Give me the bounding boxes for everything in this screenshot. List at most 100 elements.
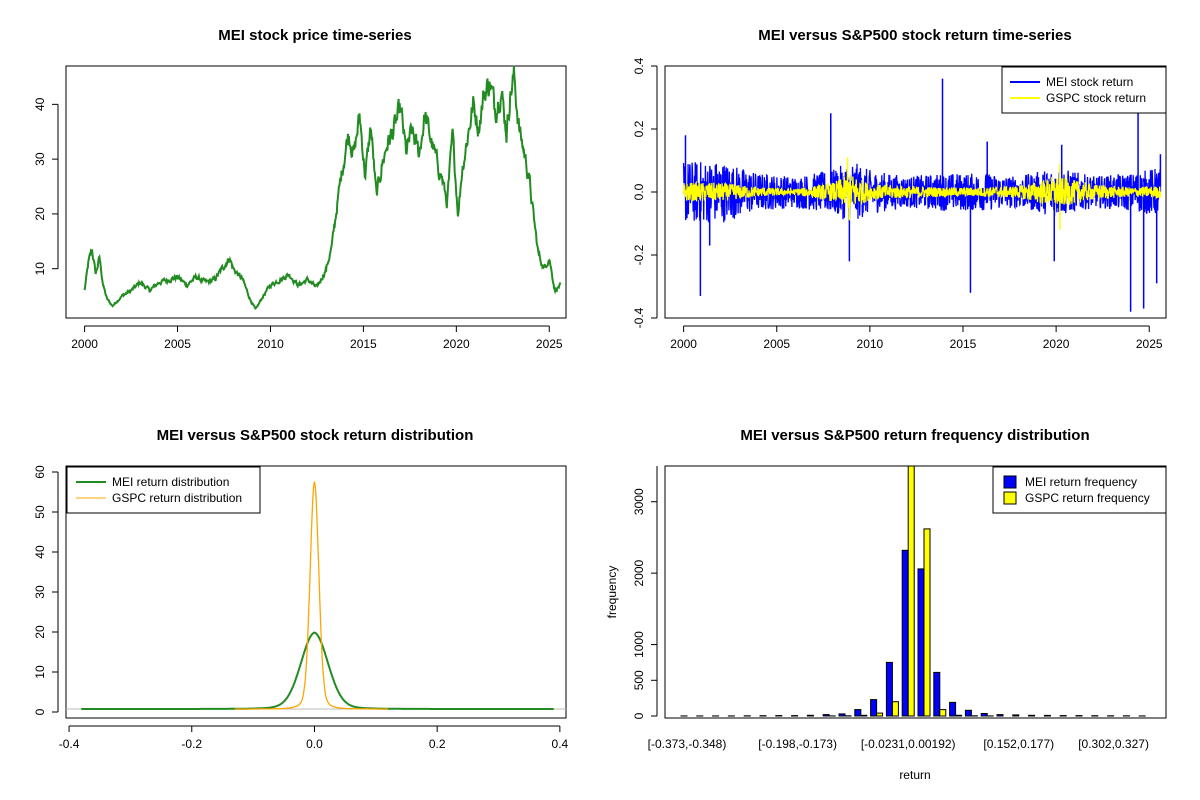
distribution-y-tick-label: 10 [33, 665, 47, 679]
price-x-tick-label: 2020 [443, 337, 470, 351]
frequency-y-tick-label: 2000 [632, 559, 646, 586]
distribution-series [66, 481, 566, 710]
mei-freq-bar [854, 709, 862, 717]
mei-freq-bar [1028, 714, 1036, 717]
gspc-freq-bar [923, 528, 931, 717]
returns-series [682, 78, 1162, 312]
legend-mei-freq-label: MEI return frequency [1025, 475, 1137, 489]
frequency-x-tick-label: [0.152,0.177) [983, 737, 1054, 751]
frequency-legend: MEI return frequency GSPC return frequen… [992, 466, 1167, 514]
frequency-x-tick-label: [0.302,0.327) [1078, 737, 1149, 751]
mei-freq-bar [933, 671, 941, 717]
price-x-axis: 2000 2005 2010 2015 2020 2025 [71, 325, 563, 351]
price-series [83, 65, 562, 310]
legend-gspc-freq-label: GSPC return frequency [1025, 491, 1150, 505]
distribution-y-tick-label: 0 [33, 708, 47, 715]
price-plot-box [65, 65, 567, 319]
mei-freq-bar [822, 714, 830, 717]
returns-y-tick-label: 0.4 [632, 57, 646, 74]
price-y-tick-label: 10 [33, 262, 47, 276]
frequency-plot-box [664, 465, 1167, 719]
frequency-x-axis: [-0.373,-0.348) [-0.198,-0.173) [-0.0231,0… [648, 737, 1149, 751]
gspc-freq-bar [939, 709, 947, 717]
returns-title: MEI versus S&P500 stock return time-seri… [758, 27, 1071, 44]
gspc-freq-bar [955, 714, 963, 717]
price-y-tick-label: 30 [33, 152, 47, 166]
distribution-legend: MEI return distribution GSPC return dist… [66, 466, 261, 514]
returns-x-tick-label: 2005 [763, 337, 790, 351]
distribution-y-tick-label: 60 [33, 465, 47, 479]
returns-y-axis: -0.4 -0.2 0.0 0.2 0.4 [632, 57, 658, 328]
panel-returns: MEI versus S&P500 stock return time-seri… [632, 27, 1167, 351]
distribution-title: MEI versus S&P500 stock return distribut… [157, 427, 474, 444]
frequency-bars [680, 465, 1146, 717]
gspc-density-line [234, 481, 389, 710]
returns-x-tick-label: 2020 [1043, 337, 1070, 351]
frequency-y-tick-label: 500 [632, 670, 646, 690]
price-y-tick-label: 40 [33, 97, 47, 111]
mei-density-line [81, 631, 554, 710]
gspc-freq-bar [876, 712, 884, 717]
frequency-x-label: return [899, 768, 930, 782]
distribution-y-tick-label: 30 [33, 585, 47, 599]
returns-x-tick-label: 2010 [857, 337, 884, 351]
legend-mei-return-label: MEI stock return [1046, 75, 1133, 89]
frequency-title: MEI versus S&P500 return frequency distr… [740, 427, 1089, 444]
returns-x-tick-label: 2025 [1136, 337, 1163, 351]
gspc-freq-bar [907, 465, 915, 717]
returns-y-tick-label: 0.2 [632, 120, 646, 137]
price-x-tick-label: 2010 [257, 337, 284, 351]
mei-freq-bar [980, 713, 988, 717]
frequency-y-tick-label: 1000 [632, 631, 646, 658]
distribution-x-tick-label: -0.4 [59, 737, 80, 751]
returns-y-tick-label: -0.4 [632, 307, 646, 328]
returns-y-tick-label: 0.0 [632, 183, 646, 200]
returns-legend-box [1001, 66, 1167, 114]
gspc-freq-bar [891, 701, 899, 717]
frequency-legend-box [992, 466, 1167, 514]
returns-plot-box [664, 65, 1167, 319]
mei-freq-bar [870, 699, 878, 717]
mei-freq-bar [901, 549, 909, 717]
returns-y-tick-label: -0.2 [632, 244, 646, 265]
price-y-tick-label: 20 [33, 207, 47, 221]
legend-mei-freq-swatch [1003, 475, 1017, 489]
frequency-y-tick-label: 3000 [632, 488, 646, 515]
legend-gspc-dist-label: GSPC return distribution [112, 491, 242, 505]
frequency-x-tick-label: [-0.0231,0.00192) [861, 737, 956, 751]
returns-x-axis: 2000 2005 2010 2015 2020 2025 [670, 325, 1163, 351]
frequency-x-tick-label: [-0.198,-0.173) [758, 737, 837, 751]
mei-freq-bar [917, 568, 925, 717]
distribution-legend-box [66, 466, 261, 514]
mei-freq-bar [838, 713, 846, 717]
distribution-y-tick-label: 40 [33, 545, 47, 559]
frequency-y-tick-label: 0 [632, 712, 646, 719]
panel-price: MEI stock price time-series 2000 2005 2010… [33, 27, 567, 351]
panel-distribution: MEI versus S&P500 stock return distribut… [33, 427, 569, 751]
distribution-y-tick-label: 50 [33, 505, 47, 519]
returns-legend: MEI stock return GSPC stock return [1001, 66, 1167, 114]
frequency-y-label: frequency [605, 566, 619, 619]
mei-freq-bar [806, 714, 814, 717]
price-x-tick-label: 2000 [71, 337, 98, 351]
returns-x-tick-label: 2015 [950, 337, 977, 351]
mei-freq-bar [996, 714, 1004, 717]
price-line [83, 65, 562, 310]
frequency-x-tick-label: [-0.373,-0.348) [648, 737, 727, 751]
panel-frequency: MEI versus S&P500 return frequency distr… [605, 427, 1167, 782]
price-x-tick-label: 2015 [350, 337, 377, 351]
frequency-y-axis: 0 500 1000 2000 3000 [632, 466, 658, 719]
gspc-freq-bar [860, 714, 868, 717]
price-y-axis: 10 20 30 40 [33, 97, 59, 276]
distribution-plot-box [65, 465, 567, 719]
distribution-y-axis: 0 10 20 30 40 50 60 [33, 465, 59, 715]
mei-freq-bar [1012, 714, 1020, 717]
distribution-x-tick-label: 0.2 [429, 737, 446, 751]
distribution-y-tick-label: 20 [33, 625, 47, 639]
legend-gspc-freq-swatch [1003, 491, 1017, 505]
legend-gspc-return-label: GSPC stock return [1046, 91, 1146, 105]
distribution-x-axis: -0.4 -0.2 0.0 0.2 0.4 [59, 725, 569, 751]
legend-mei-dist-label: MEI return distribution [112, 475, 229, 489]
mei-freq-bar [1043, 714, 1051, 717]
